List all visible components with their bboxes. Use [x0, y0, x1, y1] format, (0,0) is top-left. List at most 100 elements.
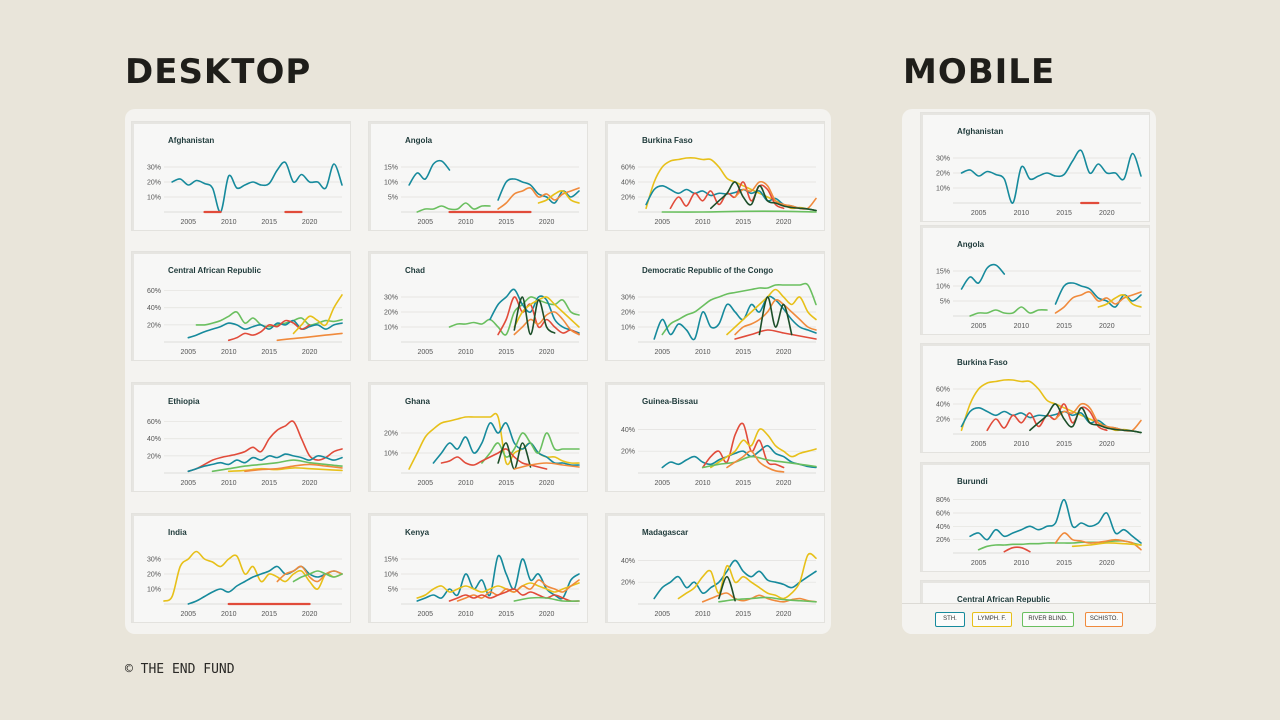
- series-line-red: [1003, 546, 1031, 553]
- y-tick-label: 60%: [936, 387, 950, 394]
- chart-title: Central African Republic: [168, 266, 262, 275]
- y-tick-label: 60%: [147, 419, 161, 426]
- chart-plot: 5% 10% 15% 2005 2010 2015 2020: [936, 263, 1142, 330]
- series-line-sth: [653, 295, 817, 341]
- x-tick-label: 2020: [776, 219, 792, 226]
- x-tick-label: 2015: [1056, 210, 1072, 217]
- y-tick-label: 10%: [384, 325, 398, 332]
- series-line-red: [701, 422, 785, 469]
- y-tick-label: 40%: [936, 402, 950, 409]
- chart-plot: 20% 40% 60% 2005 2010 2015 2020: [936, 379, 1142, 448]
- series-line-river: [969, 306, 1048, 317]
- y-tick-label: 10%: [384, 572, 398, 579]
- y-tick-label: 30%: [147, 557, 161, 564]
- y-tick-label: 40%: [621, 180, 635, 187]
- series-line-lymph: [227, 467, 343, 473]
- x-tick-label: 2010: [458, 480, 474, 487]
- country-chart-card: Ethiopia 20% 40% 60% 2005 2010 2015 2020: [131, 382, 351, 492]
- x-tick-label: 2005: [654, 611, 670, 618]
- chart-title: Guinea-Bissau: [642, 397, 699, 406]
- y-tick-label: 10%: [147, 587, 161, 594]
- y-tick-label: 20%: [936, 537, 950, 544]
- series-line-lymph: [1071, 542, 1142, 548]
- series-line-lymph: [960, 379, 1142, 434]
- x-tick-label: 2020: [302, 480, 318, 487]
- mobile-title: MOBILE: [903, 52, 1056, 92]
- series-line-schisto: [497, 187, 580, 210]
- series-line-lymph: [416, 582, 580, 599]
- y-tick-label: 20%: [147, 453, 161, 460]
- y-tick-label: 20%: [621, 449, 635, 456]
- chart-title: Burundi: [957, 477, 988, 486]
- series-line-river: [211, 459, 343, 473]
- series-line-sth: [653, 559, 817, 600]
- series-line-river: [448, 296, 580, 336]
- series-line-lymph: [292, 294, 343, 335]
- chart-title: Democratic Republic of the Congo: [642, 266, 774, 275]
- country-chart-card: Guinea-Bissau 20% 40% 2005 2010 2015 2020: [605, 382, 825, 492]
- y-tick-label: 40%: [147, 305, 161, 312]
- chart-title: Angola: [957, 240, 985, 249]
- x-tick-label: 2015: [1056, 441, 1072, 448]
- chart-plot: 10% 20% 30% 2005 2010 2015 2020: [147, 550, 343, 618]
- x-tick-label: 2015: [498, 480, 514, 487]
- x-tick-label: 2010: [1014, 441, 1030, 448]
- chart-plot: 20% 40% 2005 2010 2015 2020: [621, 422, 817, 487]
- copyright-credit: © THE END FUND: [125, 662, 235, 677]
- y-tick-label: 10%: [147, 195, 161, 202]
- chart-title: Ethiopia: [168, 397, 200, 406]
- x-tick-label: 2015: [735, 480, 751, 487]
- x-tick-label: 2005: [971, 441, 987, 448]
- x-tick-label: 2015: [498, 611, 514, 618]
- series-line-red: [497, 296, 580, 336]
- chart-title: Afghanistan: [957, 127, 1004, 136]
- chart-plot: 20% 40% 60% 80% 2005 2010 2015 2020: [936, 497, 1142, 567]
- series-line-sth: [661, 444, 817, 469]
- series-line-schisto: [734, 298, 817, 336]
- x-tick-label: 2020: [539, 611, 555, 618]
- desktop-panel: Afghanistan 10% 20% 30% 2005 2010 2015 2020 Ango…: [125, 109, 831, 634]
- series-line-sth: [408, 159, 451, 186]
- x-tick-label: 2005: [417, 480, 433, 487]
- mobile-chart-card: Burkina Faso 20% 40% 60% 2005 2010 2015 2020: [920, 343, 1150, 453]
- x-tick-label: 2010: [695, 219, 711, 226]
- y-tick-label: 20%: [147, 180, 161, 187]
- chart-title: Kenya: [405, 528, 430, 537]
- series-line-lymph: [408, 412, 580, 470]
- y-tick-label: 10%: [384, 180, 398, 187]
- x-tick-label: 2020: [539, 349, 555, 356]
- x-tick-label: 2010: [221, 219, 237, 226]
- country-chart-card: Ghana 10% 20% 2005 2010 2015 2020: [368, 382, 588, 492]
- x-tick-label: 2015: [261, 611, 277, 618]
- x-tick-label: 2010: [695, 349, 711, 356]
- x-tick-label: 2015: [1056, 323, 1072, 330]
- chart-legend: STH. LYMPH. F. RIVER BLIND. SCHISTO.: [902, 603, 1156, 634]
- chart-plot: 10% 20% 30% 2005 2010 2015 2020: [147, 161, 343, 226]
- mobile-chart-card: Angola 5% 10% 15% 2005 2010 2015 2020: [920, 225, 1150, 335]
- x-tick-label: 2020: [302, 219, 318, 226]
- x-tick-label: 2020: [1099, 560, 1115, 567]
- chart-title: Angola: [405, 136, 433, 145]
- series-line-sth: [187, 565, 343, 605]
- chart-plot: 20% 40% 60% 2005 2010 2015 2020: [147, 288, 343, 356]
- x-tick-label: 2010: [221, 480, 237, 487]
- x-tick-label: 2005: [180, 480, 196, 487]
- y-tick-label: 30%: [621, 295, 635, 302]
- x-tick-label: 2005: [417, 219, 433, 226]
- y-tick-label: 5%: [940, 299, 950, 306]
- x-tick-label: 2020: [1099, 441, 1115, 448]
- y-tick-label: 20%: [621, 580, 635, 587]
- chart-title: India: [168, 528, 187, 537]
- x-tick-label: 2010: [1014, 323, 1030, 330]
- x-tick-label: 2005: [654, 219, 670, 226]
- country-chart-card: India 10% 20% 30% 2005 2010 2015 2020: [131, 513, 351, 623]
- series-line-schisto: [244, 463, 343, 473]
- x-tick-label: 2020: [776, 611, 792, 618]
- y-tick-label: 10%: [621, 325, 635, 332]
- series-line-river: [977, 540, 1142, 551]
- y-tick-label: 20%: [621, 195, 635, 202]
- series-line-river: [195, 311, 343, 328]
- series-line-schisto: [276, 565, 343, 583]
- series-line-river: [661, 210, 817, 213]
- x-tick-label: 2005: [180, 349, 196, 356]
